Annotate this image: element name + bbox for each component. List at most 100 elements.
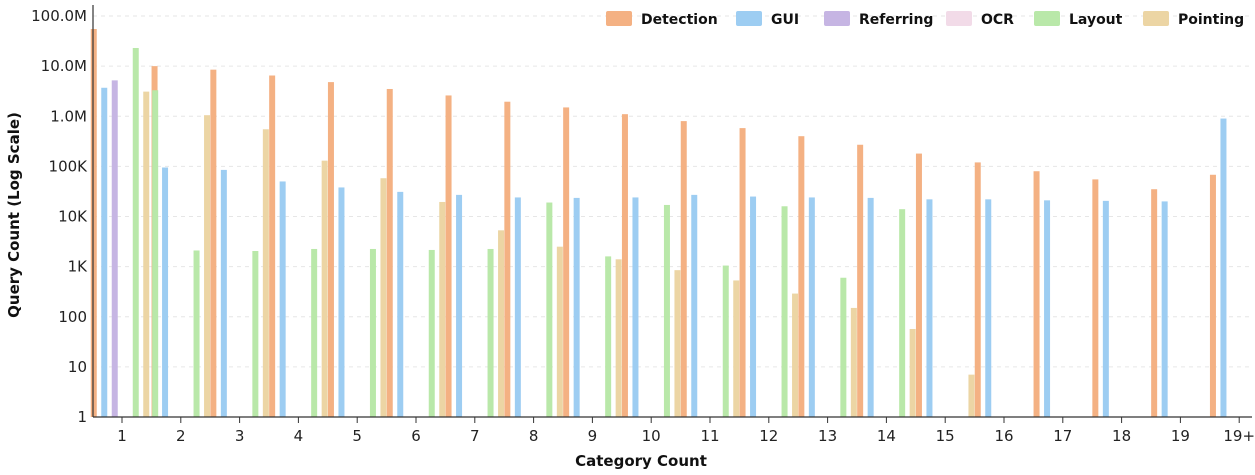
- bar-detection-9: [563, 107, 570, 417]
- bar-extra-1: [152, 90, 159, 417]
- bar-pointing-1: [143, 91, 150, 418]
- bar-detection-8: [504, 101, 511, 418]
- bar-gui-3: [220, 169, 227, 417]
- x-tick-label: 17: [1053, 427, 1072, 445]
- legend-swatch-ocr: [946, 11, 972, 26]
- bar-gui-18: [1102, 200, 1109, 417]
- x-tick-label: 2: [176, 427, 186, 445]
- bar-pointing-10: [674, 270, 681, 417]
- x-tick-label: 15: [936, 427, 955, 445]
- bar-layout-13: [840, 277, 847, 417]
- x-tick-label: 5: [352, 427, 362, 445]
- bar-gui-9: [573, 197, 580, 417]
- bar-layout-7: [487, 248, 494, 417]
- bar-gui-13: [808, 197, 815, 417]
- bar-detection-18: [1092, 179, 1099, 417]
- x-tick-label: 16: [994, 427, 1013, 445]
- bar-layout-4: [311, 248, 318, 417]
- x-tick-label: 10: [642, 427, 661, 445]
- x-tick-label: 19: [1171, 427, 1190, 445]
- bar-detection-16: [974, 162, 981, 417]
- y-tick-label: 100.0M: [31, 7, 87, 25]
- bar-referring-1: [111, 80, 118, 418]
- y-tick-label: 1K: [68, 258, 89, 276]
- bar-layout-10: [663, 204, 670, 417]
- bar-pointing-7: [498, 230, 505, 417]
- bar-pointing-14: [909, 328, 916, 417]
- bars: [90, 29, 1227, 418]
- bar-gui-4: [279, 181, 286, 417]
- bar-detection-7: [445, 95, 452, 417]
- x-tick-label: 13: [818, 427, 837, 445]
- bar-pointing-13: [850, 307, 857, 417]
- bar-detection-1: [90, 29, 97, 418]
- bar-gui-15: [926, 199, 933, 417]
- x-tick-label: 11: [700, 427, 719, 445]
- bar-gui-2: [162, 167, 169, 417]
- bar-detection-19: [1151, 189, 1158, 417]
- bar-detection-11: [680, 121, 687, 418]
- x-tick-label: 14: [877, 427, 896, 445]
- x-axis-title: Category Count: [575, 452, 707, 470]
- bar-detection-14: [857, 144, 864, 418]
- bar-pointing-8: [556, 246, 563, 417]
- bar-pointing-4: [321, 160, 328, 418]
- x-tick-label: 6: [411, 427, 421, 445]
- legend-label-pointing: Pointing: [1178, 12, 1244, 28]
- legend-swatch-layout: [1034, 11, 1060, 26]
- bar-layout-14: [899, 209, 906, 417]
- bar-detection-10: [621, 114, 628, 417]
- y-tick-label: 10K: [58, 208, 88, 226]
- bar-gui-19+: [1220, 118, 1227, 418]
- bar-layout-3: [252, 250, 259, 417]
- bar-detection-6: [386, 88, 393, 418]
- bar-gui-1: [101, 87, 108, 417]
- y-tick-label: 1: [77, 408, 87, 426]
- bar-layout-6: [428, 249, 435, 417]
- x-tick-label: 18: [1112, 427, 1131, 445]
- gridlines: [93, 15, 1252, 368]
- bar-pointing-3: [262, 129, 269, 417]
- bar-pointing-5: [380, 178, 387, 417]
- bar-gui-16: [985, 199, 992, 417]
- x-tick-label: 3: [235, 427, 245, 445]
- bar-layout-5: [369, 248, 376, 417]
- bar-gui-6: [397, 191, 404, 417]
- x-tick-label: 1: [117, 427, 127, 445]
- bar-gui-10: [632, 197, 639, 417]
- bar-gui-19: [1161, 201, 1168, 417]
- legend-label-layout: Layout: [1069, 12, 1123, 28]
- bar-pointing-2: [204, 115, 211, 417]
- x-tick-label: 12: [759, 427, 778, 445]
- bar-gui-7: [456, 194, 463, 417]
- bar-pointing-15: [968, 374, 975, 417]
- bar-gui-5: [338, 187, 345, 417]
- legend-swatch-referring: [824, 11, 850, 26]
- bar-gui-17: [1044, 200, 1051, 417]
- bar-detection-19+: [1209, 174, 1216, 417]
- bar-layout-12: [781, 206, 788, 417]
- bar-detection-15: [915, 153, 922, 417]
- bar-detection-5: [327, 82, 334, 417]
- y-tick-label: 1.0M: [50, 107, 87, 125]
- y-tick-label: 10: [68, 358, 87, 376]
- legend-label-detection: Detection: [641, 12, 718, 28]
- x-tick-label: 7: [470, 427, 480, 445]
- bar-gui-12: [750, 196, 757, 417]
- bar-gui-11: [691, 194, 698, 417]
- x-tick-label: 4: [294, 427, 304, 445]
- bar-layout-11: [722, 265, 729, 417]
- legend-swatch-gui: [736, 11, 762, 26]
- bar-pointing-9: [615, 259, 622, 417]
- legend-swatch-pointing: [1143, 11, 1169, 26]
- y-tick-label: 100: [58, 308, 87, 326]
- bar-detection-3: [210, 69, 217, 418]
- bar-layout-9: [605, 256, 612, 417]
- bar-detection-17: [1033, 171, 1040, 417]
- bar-layout-1: [132, 47, 139, 417]
- bar-gui-14: [867, 197, 874, 417]
- bar-gui-8: [514, 197, 521, 417]
